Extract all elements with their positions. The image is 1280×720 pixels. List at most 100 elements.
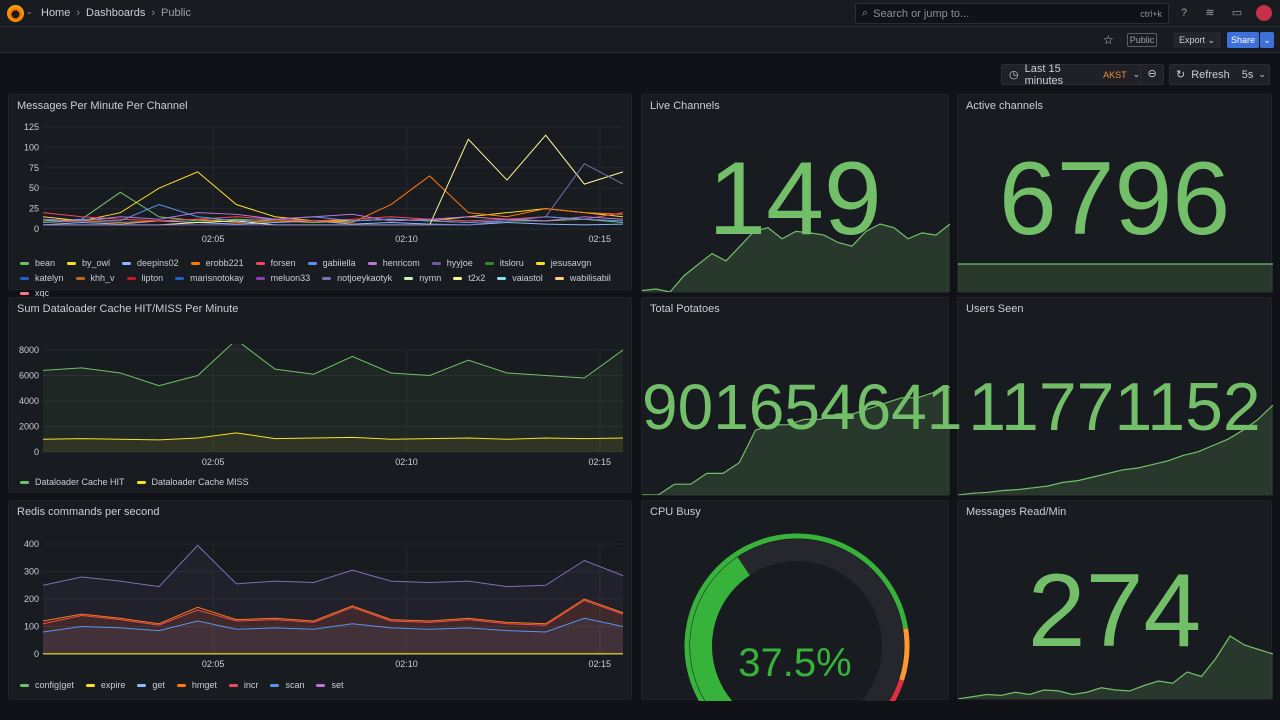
y-tick-label: 0 <box>34 224 39 234</box>
legend-swatch <box>255 261 265 265</box>
star-icon[interactable]: ☆ <box>1103 33 1114 47</box>
refresh-button[interactable]: Refresh <box>1191 68 1230 81</box>
legend-item[interactable]: lipton <box>126 273 164 283</box>
y-tick-label: 200 <box>24 594 39 604</box>
panel-title: Users Seen <box>966 303 1024 315</box>
kiosk-icon[interactable]: ▭ <box>1231 7 1243 19</box>
legend-item[interactable]: deepins02 <box>122 258 179 268</box>
series-line <box>42 432 624 441</box>
legend-item[interactable]: itsloru <box>484 258 524 268</box>
legend-label: marisnotokay <box>190 273 244 283</box>
avatar[interactable] <box>1256 5 1272 21</box>
legend-swatch <box>20 480 29 484</box>
legend-label: henricom <box>382 258 420 268</box>
sparkline-area <box>642 387 950 495</box>
cpu-gauge <box>684 533 910 701</box>
panel-live-channels: Live Channels 149 <box>641 94 950 293</box>
legend-item[interactable]: config|get <box>20 680 74 690</box>
legend-item[interactable]: xqc <box>20 288 49 298</box>
sparkline-line <box>642 386 950 495</box>
legend-item[interactable]: marisnotokay <box>175 273 244 283</box>
legend-item[interactable]: notjoeykaotyk <box>322 273 392 283</box>
legend-item[interactable]: vaiastol <box>497 273 543 283</box>
legend-item[interactable]: expire <box>85 680 125 690</box>
chevron-right-icon: › <box>76 7 81 19</box>
legend-item[interactable]: incr <box>228 680 258 690</box>
legend-label: vaiastol <box>512 273 543 283</box>
legend-item[interactable]: set <box>316 680 343 690</box>
legend-label: khh_v <box>90 273 115 283</box>
redis-line-chart: 0 100 200 300 400 02:05 02:10 02:15 <box>24 539 624 669</box>
rss-icon[interactable]: ≋ <box>1205 7 1215 19</box>
legend-item[interactable]: nymn <box>404 273 441 283</box>
x-tick-label: 02:10 <box>395 659 418 669</box>
x-tick-label: 02:10 <box>395 457 418 467</box>
legend-swatch <box>20 291 29 295</box>
legend-item[interactable]: meluon33 <box>255 273 310 283</box>
series-area <box>43 618 623 654</box>
y-tick-label: 4000 <box>19 396 39 406</box>
legend-item[interactable]: t2x2 <box>453 273 485 283</box>
grafana-logo-icon[interactable] <box>7 5 24 22</box>
legend-label: nymn <box>419 273 442 283</box>
breadcrumb-home[interactable]: Home <box>41 7 71 19</box>
legend-swatch <box>497 276 507 280</box>
share-dropdown-button[interactable]: ⌄ <box>1260 32 1274 48</box>
legend-item[interactable]: Dataloader Cache HIT <box>20 477 125 487</box>
series-line <box>42 598 624 625</box>
clock-icon: ◷ <box>1009 69 1019 81</box>
legend-item[interactable]: jesusavgn <box>535 258 591 268</box>
legend-item[interactable]: wabilisabil <box>554 273 611 283</box>
gauge-threshold-red <box>889 679 904 701</box>
legend-item[interactable]: bean <box>20 258 55 268</box>
chevron-right-icon: › <box>151 7 156 19</box>
sparkline-line <box>642 223 950 292</box>
dataloader-line-chart: 0 2000 4000 6000 8000 02:05 02:10 02:15 <box>19 344 624 467</box>
legend-swatch <box>20 683 29 687</box>
x-tick-label: 02:10 <box>395 234 418 244</box>
legend-item[interactable]: henricom <box>367 258 420 268</box>
legend-swatch <box>67 261 77 265</box>
stat-value: 11771152 <box>968 369 1261 445</box>
y-tick-label: 125 <box>24 122 39 132</box>
legend-label: set <box>331 680 344 690</box>
legend-item[interactable]: forsen <box>255 258 296 268</box>
help-icon[interactable]: ? <box>1180 7 1188 19</box>
legend-item[interactable]: hmget <box>176 680 217 690</box>
series-area <box>43 600 623 654</box>
refresh-interval[interactable]: 5s <box>1241 68 1254 81</box>
zoom-out-icon[interactable]: ⊖ <box>1140 65 1163 84</box>
legend-item[interactable]: hyyjoe <box>431 258 473 268</box>
legend-swatch <box>270 683 280 687</box>
y-tick-label: 8000 <box>19 345 39 355</box>
breadcrumb-dashboards[interactable]: Dashboards <box>86 7 146 19</box>
legend-label: lipton <box>141 273 164 283</box>
x-tick-label: 02:15 <box>589 234 612 244</box>
export-button[interactable]: Export ⌄ <box>1173 32 1221 48</box>
panel-users-seen: Users Seen 11771152 <box>957 297 1273 496</box>
chevron-down-icon[interactable]: ⌄ <box>26 7 33 16</box>
legend-item[interactable]: khh_v <box>75 273 115 283</box>
legend-swatch <box>75 276 85 280</box>
search-input[interactable]: ⌕ Search or jump to... ctrl+k <box>855 3 1169 24</box>
legend-item[interactable]: get <box>137 680 165 690</box>
series-line <box>42 212 624 222</box>
refresh-picker[interactable]: ↻ Refresh 5s ⌄ <box>1169 64 1270 85</box>
x-tick-label: 02:05 <box>202 234 225 244</box>
legend-label: bean <box>35 258 56 268</box>
legend-swatch <box>126 276 136 280</box>
legend-label: notjoeykaotyk <box>337 273 393 283</box>
series-area <box>43 432 623 452</box>
legend-label: config|get <box>35 680 74 690</box>
legend-swatch <box>20 261 29 265</box>
legend-item[interactable]: erobb221 <box>190 258 244 268</box>
legend-item[interactable]: Dataloader Cache MISS <box>136 477 249 487</box>
legend-label: by_owl <box>82 258 111 268</box>
legend-item[interactable]: katelyn <box>20 273 64 283</box>
legend-item[interactable]: scan <box>270 680 304 690</box>
share-button[interactable]: Share <box>1227 32 1259 48</box>
legend-item[interactable]: gabiiella <box>307 258 356 268</box>
panel-messages-read: Messages Read/Min 274 <box>957 500 1273 700</box>
time-range-picker[interactable]: ◷ Last 15 minutes AKST ⌄ ⊖ <box>1001 63 1164 87</box>
legend-item[interactable]: by_owl <box>67 258 110 268</box>
